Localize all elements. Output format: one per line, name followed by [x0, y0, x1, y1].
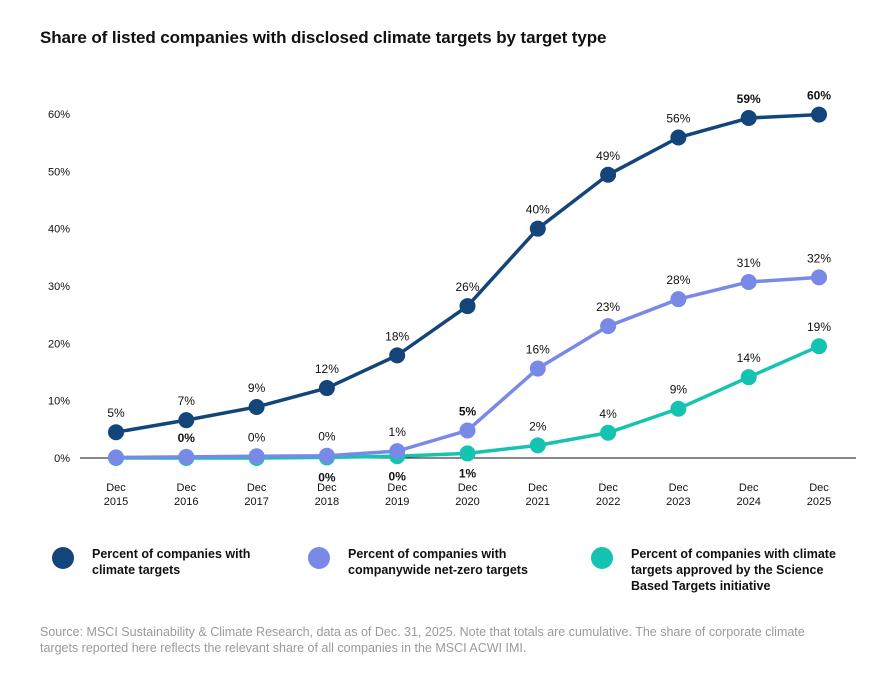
legend-item-sbti-targets: Percent of companies with climate targets…	[591, 546, 836, 594]
data-label-climate-targets: 7%	[178, 394, 196, 408]
legend-label: Percent of companies with climate targets…	[631, 547, 836, 593]
data-label-climate-targets: 9%	[248, 381, 266, 395]
data-point-climate-targets	[178, 412, 195, 429]
data-label-sbti-targets: 9%	[670, 383, 688, 397]
data-label-climate-targets: 26%	[455, 280, 479, 294]
data-point-climate-targets	[670, 129, 687, 146]
x-tick-label: Dec 2021	[526, 482, 550, 508]
legend-item-climate-targets: Percent of companies with climate targets	[52, 546, 250, 578]
data-point-net-zero-targets	[529, 360, 546, 377]
x-tick-label: Dec 2025	[807, 482, 831, 508]
data-point-climate-targets	[389, 347, 406, 364]
y-tick-label: 30%	[48, 281, 70, 293]
y-tick-label: 60%	[48, 109, 70, 121]
legend-marker-sbti-targets	[591, 547, 613, 569]
data-point-net-zero-targets	[459, 422, 476, 439]
data-label-sbti-targets: 2%	[529, 419, 547, 433]
data-label-net-zero-targets: 1%	[389, 425, 407, 439]
data-label-net-zero-targets: 23%	[596, 300, 620, 314]
data-label-net-zero-targets: 16%	[526, 343, 550, 357]
data-point-sbti-targets	[600, 424, 617, 441]
x-tick-label: Dec 2022	[596, 482, 620, 508]
data-point-climate-targets	[529, 220, 546, 237]
x-tick-label: Dec 2020	[455, 482, 479, 508]
x-tick-label: Dec 2018	[315, 482, 339, 508]
data-label-climate-targets: 59%	[737, 92, 761, 106]
y-tick-label: 20%	[48, 338, 70, 350]
data-point-net-zero-targets	[600, 318, 617, 335]
data-point-net-zero-targets	[178, 448, 195, 465]
data-label-climate-targets: 18%	[385, 329, 409, 343]
data-label-sbti-targets: 1%	[459, 466, 477, 480]
data-label-net-zero-targets: 0%	[178, 431, 196, 445]
series-line-climate-targets	[115, 112, 820, 434]
legend: Percent of companies with climate targets…	[0, 546, 869, 606]
y-tick-label: 40%	[48, 224, 70, 236]
series-line-sbti-targets	[116, 344, 820, 460]
y-tick-label: 10%	[48, 396, 70, 408]
data-point-net-zero-targets	[670, 291, 687, 308]
y-tick-label: 0%	[54, 453, 70, 465]
data-label-net-zero-targets: 32%	[807, 251, 831, 265]
data-point-climate-targets	[318, 380, 335, 397]
data-label-sbti-targets: 4%	[599, 407, 617, 421]
data-point-climate-targets	[459, 298, 476, 315]
legend-marker-net-zero-targets	[308, 547, 330, 569]
data-point-climate-targets	[600, 166, 617, 183]
data-point-climate-targets	[740, 110, 757, 127]
data-point-climate-targets	[811, 106, 827, 123]
data-label-sbti-targets: 14%	[737, 351, 761, 365]
data-label-climate-targets: 12%	[315, 362, 339, 376]
data-point-sbti-targets	[529, 437, 546, 454]
data-point-net-zero-targets	[811, 269, 827, 286]
x-tick-label: Dec 2024	[736, 482, 760, 508]
data-point-net-zero-targets	[389, 443, 406, 460]
x-tick-label: Dec 2023	[666, 482, 690, 508]
data-label-net-zero-targets: 28%	[666, 273, 690, 287]
legend-marker-climate-targets	[52, 547, 74, 569]
data-point-net-zero-targets	[248, 448, 265, 465]
legend-item-net-zero-targets: Percent of companies with companywide net…	[308, 546, 528, 578]
data-point-sbti-targets	[740, 369, 757, 386]
data-labels: 5% 7% 9% 12% 18% 26% 40% 49% 56% 59% 60% 0% 0% 0% 1% 5%…	[107, 89, 831, 485]
source-note: Source: MSCI Sustainability & Climate Re…	[40, 625, 805, 655]
data-point-net-zero-targets	[740, 273, 757, 290]
x-tick-label: Dec 2016	[174, 482, 198, 508]
data-label-sbti-targets: 19%	[807, 320, 831, 334]
data-point-sbti-targets	[459, 445, 476, 462]
data-label-climate-targets: 5%	[107, 406, 125, 420]
data-point-net-zero-targets	[318, 447, 335, 464]
series-group	[108, 106, 827, 466]
data-point-net-zero-targets	[108, 449, 124, 466]
data-label-sbti-targets: 0%	[389, 469, 407, 483]
data-label-net-zero-targets: 31%	[737, 256, 761, 270]
x-axis: Dec 2015 Dec 2016 Dec 2017 Dec 2018 Dec 2019 Dec 20…	[104, 482, 831, 508]
data-point-sbti-targets	[811, 338, 827, 355]
x-tick-label: Dec 2015	[104, 482, 128, 508]
legend-label: Percent of companies with companywide net…	[348, 547, 528, 577]
data-label-sbti-targets: 0%	[318, 470, 336, 484]
y-tick-label: 50%	[48, 166, 70, 178]
data-label-net-zero-targets: 5%	[459, 404, 477, 418]
data-point-sbti-targets	[670, 400, 687, 417]
x-tick-label: Dec 2019	[385, 482, 409, 508]
data-label-net-zero-targets: 0%	[248, 430, 266, 444]
y-axis: 0% 10% 20% 30% 40% 50% 60%	[48, 109, 70, 465]
data-label-net-zero-targets: 0%	[318, 430, 336, 444]
data-label-climate-targets: 60%	[807, 89, 831, 103]
data-label-climate-targets: 49%	[596, 149, 620, 163]
data-label-climate-targets: 40%	[526, 203, 550, 217]
data-point-climate-targets	[108, 424, 124, 441]
data-label-climate-targets: 56%	[666, 112, 690, 126]
data-point-climate-targets	[248, 398, 265, 415]
legend-label: Percent of companies with climate targets	[92, 547, 251, 577]
chart-title: Share of listed companies with disclosed…	[40, 28, 607, 47]
x-tick-label: Dec 2017	[244, 482, 268, 508]
